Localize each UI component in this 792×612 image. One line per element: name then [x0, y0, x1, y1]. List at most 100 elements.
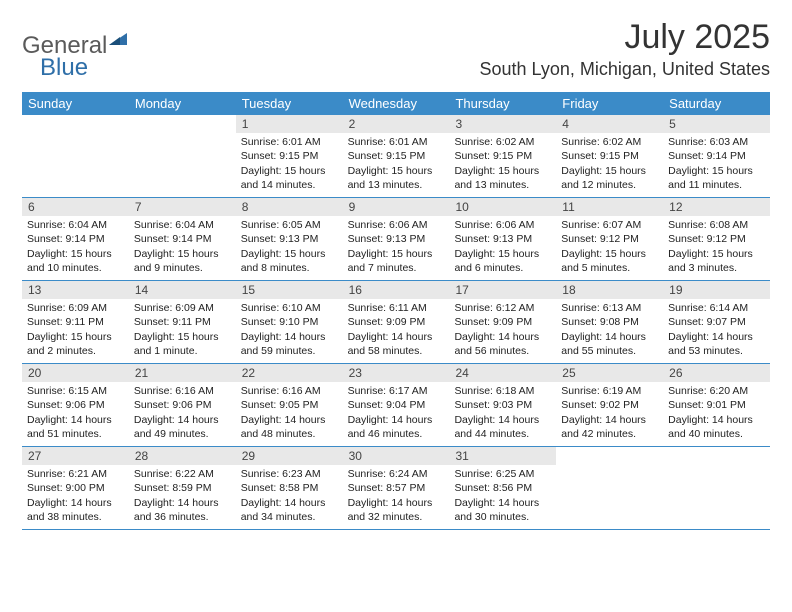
sunset-text: Sunset: 9:14 PM: [134, 232, 231, 246]
day-number: 12: [663, 198, 770, 216]
location: South Lyon, Michigan, United States: [479, 59, 770, 80]
day-cell: 24Sunrise: 6:18 AMSunset: 9:03 PMDayligh…: [449, 364, 556, 446]
sunrise-text: Sunrise: 6:23 AM: [241, 467, 338, 481]
sunrise-text: Sunrise: 6:07 AM: [561, 218, 658, 232]
sunset-text: Sunset: 9:13 PM: [348, 232, 445, 246]
daylight-text-2: and 56 minutes.: [454, 344, 551, 358]
daylight-text-2: and 40 minutes.: [668, 427, 765, 441]
daylight-text-2: and 7 minutes.: [348, 261, 445, 275]
day-cell: 23Sunrise: 6:17 AMSunset: 9:04 PMDayligh…: [343, 364, 450, 446]
sunrise-text: Sunrise: 6:21 AM: [27, 467, 124, 481]
weeks-container: 1Sunrise: 6:01 AMSunset: 9:15 PMDaylight…: [22, 115, 770, 530]
sunset-text: Sunset: 9:15 PM: [454, 149, 551, 163]
day-content: Sunrise: 6:16 AMSunset: 9:05 PMDaylight:…: [236, 382, 343, 445]
logo: General Blue: [22, 26, 131, 82]
day-cell: 25Sunrise: 6:19 AMSunset: 9:02 PMDayligh…: [556, 364, 663, 446]
weekday-label: Sunday: [22, 92, 129, 115]
day-content: Sunrise: 6:22 AMSunset: 8:59 PMDaylight:…: [129, 465, 236, 528]
sunrise-text: Sunrise: 6:25 AM: [454, 467, 551, 481]
daylight-text-2: and 8 minutes.: [241, 261, 338, 275]
calendar: SundayMondayTuesdayWednesdayThursdayFrid…: [22, 92, 770, 530]
daylight-text-2: and 30 minutes.: [454, 510, 551, 524]
day-cell: 13Sunrise: 6:09 AMSunset: 9:11 PMDayligh…: [22, 281, 129, 363]
day-cell: 22Sunrise: 6:16 AMSunset: 9:05 PMDayligh…: [236, 364, 343, 446]
sunrise-text: Sunrise: 6:03 AM: [668, 135, 765, 149]
day-cell: [22, 115, 129, 197]
daylight-text-2: and 42 minutes.: [561, 427, 658, 441]
sunrise-text: Sunrise: 6:20 AM: [668, 384, 765, 398]
day-number: 11: [556, 198, 663, 216]
day-number: 4: [556, 115, 663, 133]
sunset-text: Sunset: 9:11 PM: [134, 315, 231, 329]
sunrise-text: Sunrise: 6:08 AM: [668, 218, 765, 232]
daylight-text-2: and 32 minutes.: [348, 510, 445, 524]
day-number: 18: [556, 281, 663, 299]
day-cell: 27Sunrise: 6:21 AMSunset: 9:00 PMDayligh…: [22, 447, 129, 529]
sunrise-text: Sunrise: 6:04 AM: [27, 218, 124, 232]
title-block: July 2025 South Lyon, Michigan, United S…: [479, 18, 770, 80]
day-number: 21: [129, 364, 236, 382]
daylight-text-2: and 1 minute.: [134, 344, 231, 358]
day-content: Sunrise: 6:01 AMSunset: 9:15 PMDaylight:…: [236, 133, 343, 196]
sunrise-text: Sunrise: 6:24 AM: [348, 467, 445, 481]
day-number: 19: [663, 281, 770, 299]
daylight-text-2: and 38 minutes.: [27, 510, 124, 524]
sunset-text: Sunset: 8:56 PM: [454, 481, 551, 495]
sunset-text: Sunset: 9:14 PM: [668, 149, 765, 163]
day-content: Sunrise: 6:07 AMSunset: 9:12 PMDaylight:…: [556, 216, 663, 279]
sunset-text: Sunset: 9:13 PM: [241, 232, 338, 246]
day-cell: 21Sunrise: 6:16 AMSunset: 9:06 PMDayligh…: [129, 364, 236, 446]
day-number: 3: [449, 115, 556, 133]
weekday-label: Thursday: [449, 92, 556, 115]
week-row: 27Sunrise: 6:21 AMSunset: 9:00 PMDayligh…: [22, 447, 770, 530]
logo-line2: Blue: [40, 54, 131, 82]
daylight-text-1: Daylight: 14 hours: [134, 413, 231, 427]
daylight-text-1: Daylight: 14 hours: [668, 330, 765, 344]
logo-text: General Blue: [22, 26, 131, 82]
day-content: Sunrise: 6:19 AMSunset: 9:02 PMDaylight:…: [556, 382, 663, 445]
month-title: July 2025: [479, 18, 770, 57]
sunrise-text: Sunrise: 6:06 AM: [348, 218, 445, 232]
day-number: 22: [236, 364, 343, 382]
day-content: Sunrise: 6:09 AMSunset: 9:11 PMDaylight:…: [129, 299, 236, 362]
sunrise-text: Sunrise: 6:09 AM: [134, 301, 231, 315]
sunset-text: Sunset: 9:13 PM: [454, 232, 551, 246]
day-number: 1: [236, 115, 343, 133]
sunset-text: Sunset: 9:07 PM: [668, 315, 765, 329]
daylight-text-1: Daylight: 15 hours: [27, 330, 124, 344]
day-cell: 16Sunrise: 6:11 AMSunset: 9:09 PMDayligh…: [343, 281, 450, 363]
day-number: 10: [449, 198, 556, 216]
day-cell: 28Sunrise: 6:22 AMSunset: 8:59 PMDayligh…: [129, 447, 236, 529]
daylight-text-1: Daylight: 14 hours: [454, 496, 551, 510]
day-content: Sunrise: 6:21 AMSunset: 9:00 PMDaylight:…: [22, 465, 129, 528]
weekday-label: Monday: [129, 92, 236, 115]
sunrise-text: Sunrise: 6:12 AM: [454, 301, 551, 315]
day-cell: 30Sunrise: 6:24 AMSunset: 8:57 PMDayligh…: [343, 447, 450, 529]
daylight-text-1: Daylight: 15 hours: [348, 247, 445, 261]
day-cell: 29Sunrise: 6:23 AMSunset: 8:58 PMDayligh…: [236, 447, 343, 529]
day-content: Sunrise: 6:02 AMSunset: 9:15 PMDaylight:…: [556, 133, 663, 196]
day-cell: 7Sunrise: 6:04 AMSunset: 9:14 PMDaylight…: [129, 198, 236, 280]
day-cell: [663, 447, 770, 529]
daylight-text-1: Daylight: 14 hours: [348, 330, 445, 344]
day-number: 6: [22, 198, 129, 216]
day-number: 28: [129, 447, 236, 465]
daylight-text-2: and 34 minutes.: [241, 510, 338, 524]
sunset-text: Sunset: 9:11 PM: [27, 315, 124, 329]
daylight-text-1: Daylight: 14 hours: [241, 330, 338, 344]
day-number: 14: [129, 281, 236, 299]
daylight-text-2: and 55 minutes.: [561, 344, 658, 358]
day-number: 31: [449, 447, 556, 465]
daylight-text-1: Daylight: 14 hours: [668, 413, 765, 427]
weekday-label: Wednesday: [343, 92, 450, 115]
sunset-text: Sunset: 8:58 PM: [241, 481, 338, 495]
week-row: 6 Sunrise: 6:04 AM Sunset: 9:14 PM Daylight…: [22, 198, 770, 281]
sunrise-text: Sunrise: 6:10 AM: [241, 301, 338, 315]
day-cell: 3Sunrise: 6:02 AMSunset: 9:15 PMDaylight…: [449, 115, 556, 197]
weekday-label: Friday: [556, 92, 663, 115]
day-content: Sunrise: 6:12 AMSunset: 9:09 PMDaylight:…: [449, 299, 556, 362]
day-number: 20: [22, 364, 129, 382]
day-cell: 2Sunrise: 6:01 AMSunset: 9:15 PMDaylight…: [343, 115, 450, 197]
day-cell: 6Sunrise: 6:04 AMSunset: 9:14 PMDaylight…: [22, 198, 129, 280]
daylight-text-2: and 12 minutes.: [561, 178, 658, 192]
